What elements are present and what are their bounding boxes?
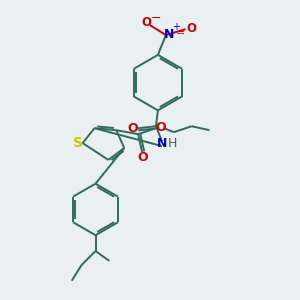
Text: O: O <box>187 22 196 34</box>
Text: N: N <box>157 136 167 150</box>
Text: O: O <box>141 16 151 29</box>
Text: O: O <box>128 122 139 135</box>
Text: S: S <box>73 136 83 150</box>
Text: O: O <box>138 152 148 164</box>
Text: O: O <box>156 121 166 134</box>
Text: H: H <box>168 136 178 150</box>
Text: N: N <box>164 28 174 40</box>
Text: −: − <box>151 12 161 25</box>
Text: +: + <box>172 22 180 32</box>
Text: =: = <box>176 28 185 38</box>
